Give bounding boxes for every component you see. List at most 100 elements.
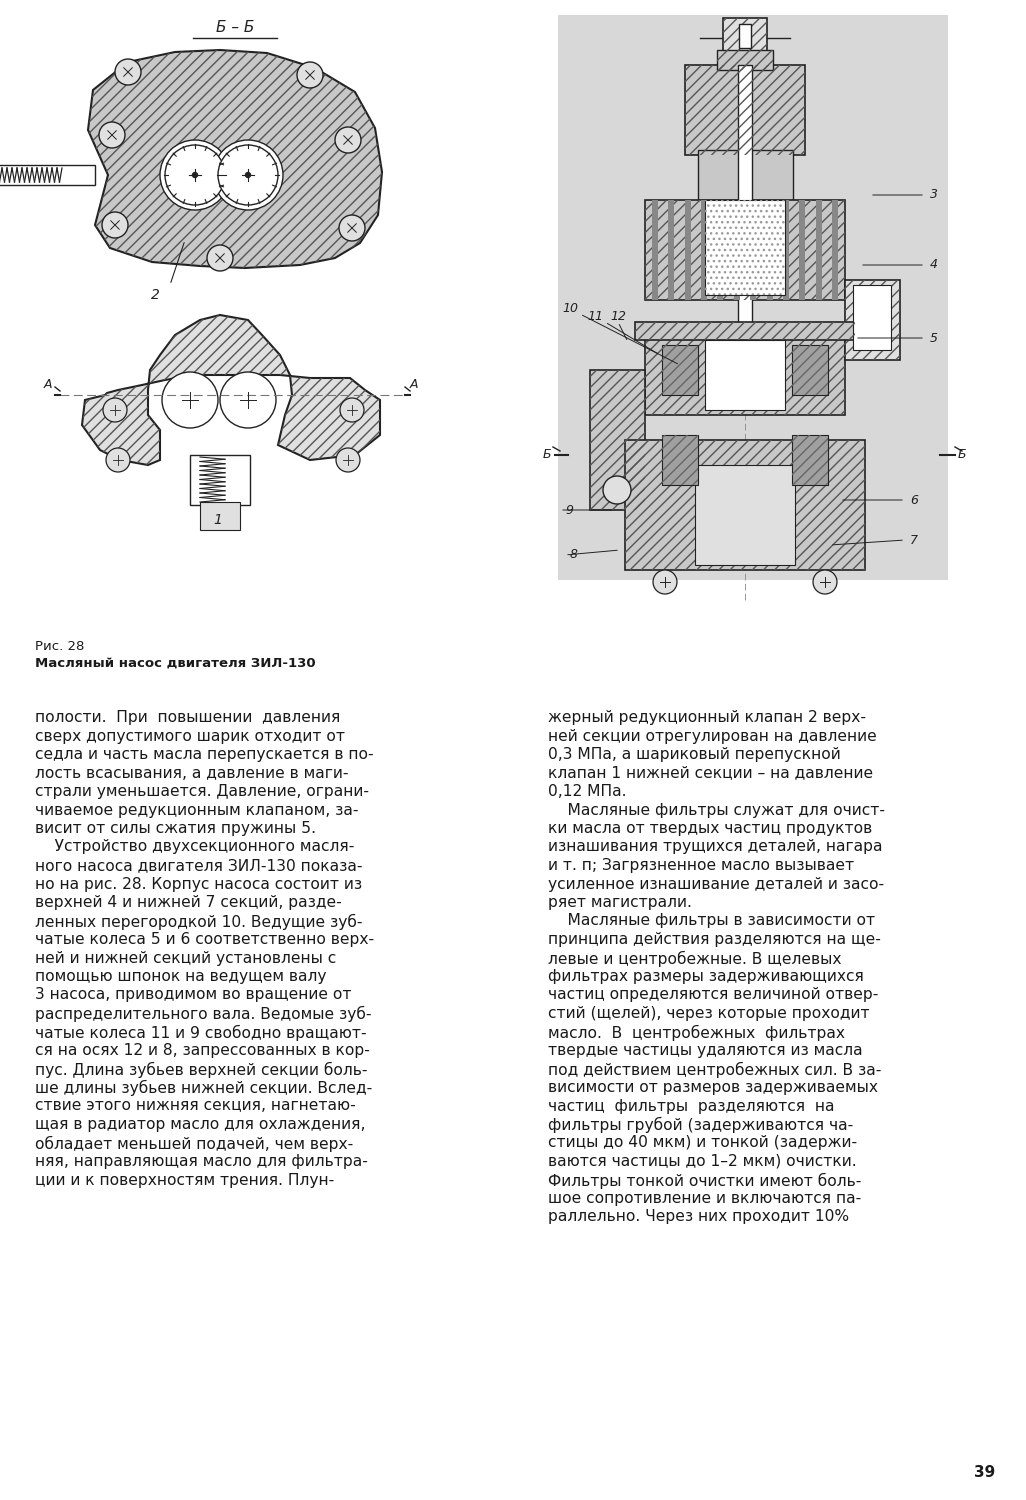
Bar [625,440,865,570]
Bar [685,64,805,154]
Text: шое сопротивление и включаются па-: шое сопротивление и включаются па- [548,1191,861,1206]
Text: 39: 39 [974,1466,995,1480]
Circle shape [297,62,323,88]
Bar [645,200,845,300]
Bar [792,435,828,484]
Text: ствие этого нижняя секция, нагнетаю-: ствие этого нижняя секция, нагнетаю- [35,1098,356,1113]
Circle shape [115,58,141,86]
Text: Масляные фильтры служат для очист-: Масляные фильтры служат для очист- [548,802,885,818]
Text: стий (щелей), через которые проходит: стий (щелей), через которые проходит [548,1007,870,1022]
Text: 2: 2 [151,288,159,302]
Text: 10: 10 [562,302,578,315]
Bar [845,280,900,360]
Text: няя, направляющая масло для фильтра-: няя, направляющая масло для фильтра- [35,1154,368,1168]
Bar [738,64,752,340]
Text: висимости от размеров задерживаемых: висимости от размеров задерживаемых [548,1080,878,1095]
Circle shape [213,140,283,210]
Bar [832,200,838,300]
Text: Рис. 28: Рис. 28 [35,640,84,652]
Bar [662,345,698,394]
Text: чатые колеса 5 и 6 соответственно верх-: чатые колеса 5 и 6 соответственно верх- [35,932,374,946]
Text: под действием центробежных сил. В за-: под действием центробежных сил. В за- [548,1062,881,1077]
Bar [668,200,674,300]
Bar [734,200,740,300]
Text: чиваемое редукционным клапаном, за-: чиваемое редукционным клапаном, за- [35,802,358,818]
Text: ваются частицы до 1–2 мкм) очистки.: ваются частицы до 1–2 мкм) очистки. [548,1154,857,1168]
Text: Масляные фильтры в зависимости от: Масляные фильтры в зависимости от [548,914,875,928]
Bar [698,150,793,200]
Text: 6: 6 [910,494,918,507]
Text: ленных перегородкой 10. Ведущие зуб-: ленных перегородкой 10. Ведущие зуб- [35,914,362,930]
Text: ного насоса двигателя ЗИЛ-130 показа-: ного насоса двигателя ЗИЛ-130 показа- [35,858,362,873]
Bar [645,334,845,416]
Bar [0,165,95,184]
Text: 5: 5 [930,332,938,345]
Text: А – А: А – А [726,21,764,36]
Text: А: А [43,378,52,392]
Bar [705,200,785,296]
Bar [783,200,789,300]
Text: ции и к поверхностям трения. Плун-: ции и к поверхностям трения. Плун- [35,1173,334,1188]
Circle shape [220,372,276,427]
Bar [701,200,707,300]
Text: чатые колеса 11 и 9 свободно вращают-: чатые колеса 11 и 9 свободно вращают- [35,1024,366,1041]
Text: Б: Б [958,448,966,462]
Circle shape [245,172,250,177]
Circle shape [813,570,837,594]
Text: 7: 7 [910,534,918,546]
Text: пус. Длина зубьев верхней секции боль-: пус. Длина зубьев верхней секции боль- [35,1062,367,1077]
Text: ней секции отрегулирован на давление: ней секции отрегулирован на давление [548,729,877,744]
Text: 9: 9 [565,504,573,516]
Text: левые и центробежные. В щелевых: левые и центробежные. В щелевых [548,951,841,966]
Bar [590,370,645,510]
Text: изнашивания трущихся деталей, нагара: изнашивания трущихся деталей, нагара [548,840,882,855]
Text: Устройство двухсекционного масля-: Устройство двухсекционного масля- [35,840,354,855]
Bar [645,334,845,416]
Text: частиц  фильтры  разделяются  на: частиц фильтры разделяются на [548,1098,834,1113]
Bar [625,440,865,570]
Text: 8: 8 [570,549,578,561]
Text: верхней 4 и нижней 7 секций, разде-: верхней 4 и нижней 7 секций, разде- [35,896,342,910]
Text: 11: 11 [587,309,603,322]
Bar [662,435,698,484]
Polygon shape [82,315,380,465]
Bar [723,18,767,58]
Circle shape [653,570,677,594]
Text: 0,3 МПа, а шариковый перепускной: 0,3 МПа, а шариковый перепускной [548,747,840,762]
Bar [695,465,795,566]
Bar [766,200,773,300]
Bar [792,435,828,484]
Text: 1: 1 [213,513,223,526]
Text: раллельно. Через них проходит 10%: раллельно. Через них проходит 10% [548,1209,850,1224]
Bar [799,200,805,300]
Text: ся на осях 12 и 8, запрессованных в кор-: ся на осях 12 и 8, запрессованных в кор- [35,1042,370,1058]
Text: усиленное изнашивание деталей и засо-: усиленное изнашивание деталей и засо- [548,876,884,891]
Text: седла и часть масла перепускается в по-: седла и часть масла перепускается в по- [35,747,373,762]
Text: 12: 12 [610,309,626,322]
Text: 3 насоса, приводимом во вращение от: 3 насоса, приводимом во вращение от [35,987,352,1002]
Bar [705,200,785,296]
Text: распределительного вала. Ведомые зуб-: распределительного вала. Ведомые зуб- [35,1007,371,1022]
Text: страли уменьшается. Давление, ограни-: страли уменьшается. Давление, ограни- [35,784,369,800]
Bar [723,18,767,58]
Text: стицы до 40 мкм) и тонкой (задержи-: стицы до 40 мкм) и тонкой (задержи- [548,1136,857,1150]
Bar [652,200,658,300]
Text: 4: 4 [930,258,938,272]
Circle shape [165,146,225,206]
Text: Б – Б: Б – Б [215,21,254,36]
Text: клапан 1 нижней секции – на давление: клапан 1 нижней секции – на давление [548,765,873,780]
Text: сверх допустимого шарик отходит от: сверх допустимого шарик отходит от [35,729,345,744]
Text: лость всасывания, а давление в маги-: лость всасывания, а давление в маги- [35,765,349,780]
Circle shape [162,372,218,427]
Bar [717,50,773,70]
Bar [635,322,855,340]
Bar [635,322,855,340]
Bar [645,200,845,300]
Bar [717,50,773,70]
Circle shape [603,476,631,504]
Bar [717,200,723,300]
Bar [792,345,828,394]
Circle shape [103,398,127,422]
Text: ки масла от твердых частиц продуктов: ки масла от твердых частиц продуктов [548,821,872,836]
Text: но на рис. 28. Корпус насоса состоит из: но на рис. 28. Корпус насоса состоит из [35,876,362,891]
